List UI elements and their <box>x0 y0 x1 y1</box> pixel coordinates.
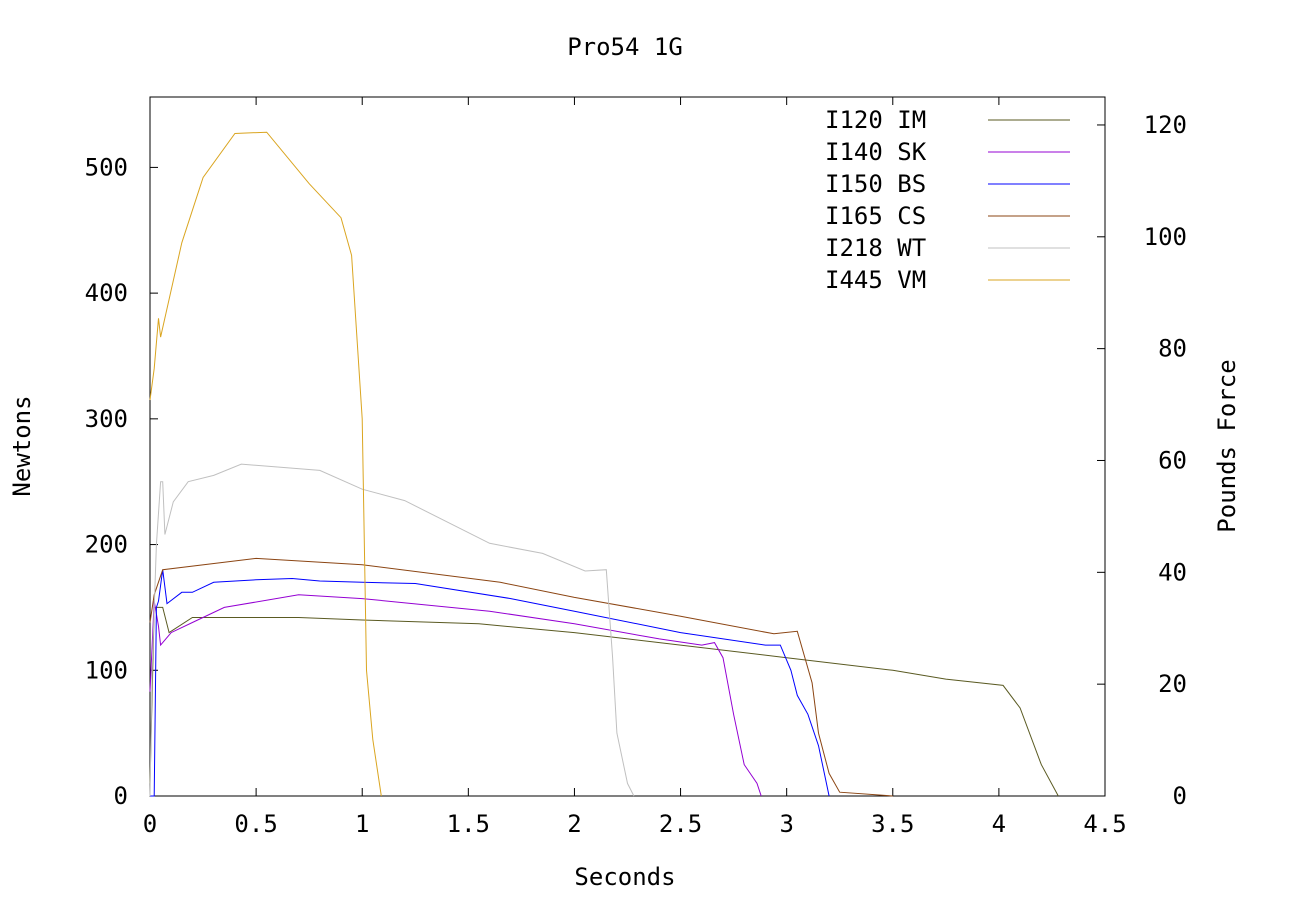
series-line-i140-sk <box>149 594 762 797</box>
legend: I120 IM I140 SK I150 BS I165 CS I218 WT I445 … <box>825 106 1070 294</box>
series-line-i165-cs <box>149 557 893 797</box>
y2-axis-ticks: 0 20 40 60 80 100 120 <box>1097 111 1187 810</box>
y2-axis-title: Pounds Force <box>1213 359 1241 532</box>
legend-label: I165 CS <box>825 202 926 230</box>
y2-tick-label: 60 <box>1158 446 1187 474</box>
y2-tick-label: 80 <box>1158 335 1187 363</box>
x-tick-label: 0.5 <box>234 810 277 838</box>
series-layer <box>149 131 1059 797</box>
y2-tick-label: 100 <box>1144 223 1187 251</box>
y2-tick-label: 40 <box>1158 558 1187 586</box>
series-line-i218-wt <box>149 463 635 797</box>
y-axis-ticks: 0 100 200 300 400 500 <box>85 153 158 810</box>
legend-label: I218 WT <box>825 234 926 262</box>
x-tick-label: 2.5 <box>659 810 702 838</box>
y-tick-label: 400 <box>85 279 128 307</box>
y-tick-label: 0 <box>114 782 128 810</box>
series-line-i120-im <box>149 606 1059 797</box>
series-line-i150-bs <box>150 569 830 797</box>
x-axis-title: Seconds <box>574 863 675 891</box>
y-tick-label: 200 <box>85 531 128 559</box>
x-tick-label: 4.5 <box>1083 810 1126 838</box>
chart-title: Pro54 1G <box>567 33 683 61</box>
legend-label: I140 SK <box>825 138 927 166</box>
x-tick-label: 1 <box>355 810 369 838</box>
x-axis-ticks: 0 0.5 1 1.5 2 2.5 3 3.5 4 4.5 <box>143 97 1127 838</box>
x-tick-label: 4 <box>992 810 1006 838</box>
y2-tick-label: 20 <box>1158 670 1187 698</box>
legend-label: I120 IM <box>825 106 926 134</box>
y-tick-label: 500 <box>85 153 128 181</box>
legend-label: I150 BS <box>825 170 926 198</box>
y-tick-label: 100 <box>85 656 128 684</box>
y2-tick-label: 120 <box>1144 111 1187 139</box>
plot-frame <box>149 96 1106 797</box>
y2-tick-label: 0 <box>1173 782 1187 810</box>
y-tick-label: 300 <box>85 405 128 433</box>
y-axis-title: Newtons <box>8 395 36 496</box>
x-tick-label: 2 <box>567 810 581 838</box>
x-tick-label: 1.5 <box>447 810 490 838</box>
legend-label: I445 VM <box>825 266 926 294</box>
x-tick-label: 3 <box>779 810 793 838</box>
x-tick-label: 0 <box>143 810 157 838</box>
series-line-i445-vm <box>149 131 382 797</box>
x-tick-label: 3.5 <box>871 810 914 838</box>
